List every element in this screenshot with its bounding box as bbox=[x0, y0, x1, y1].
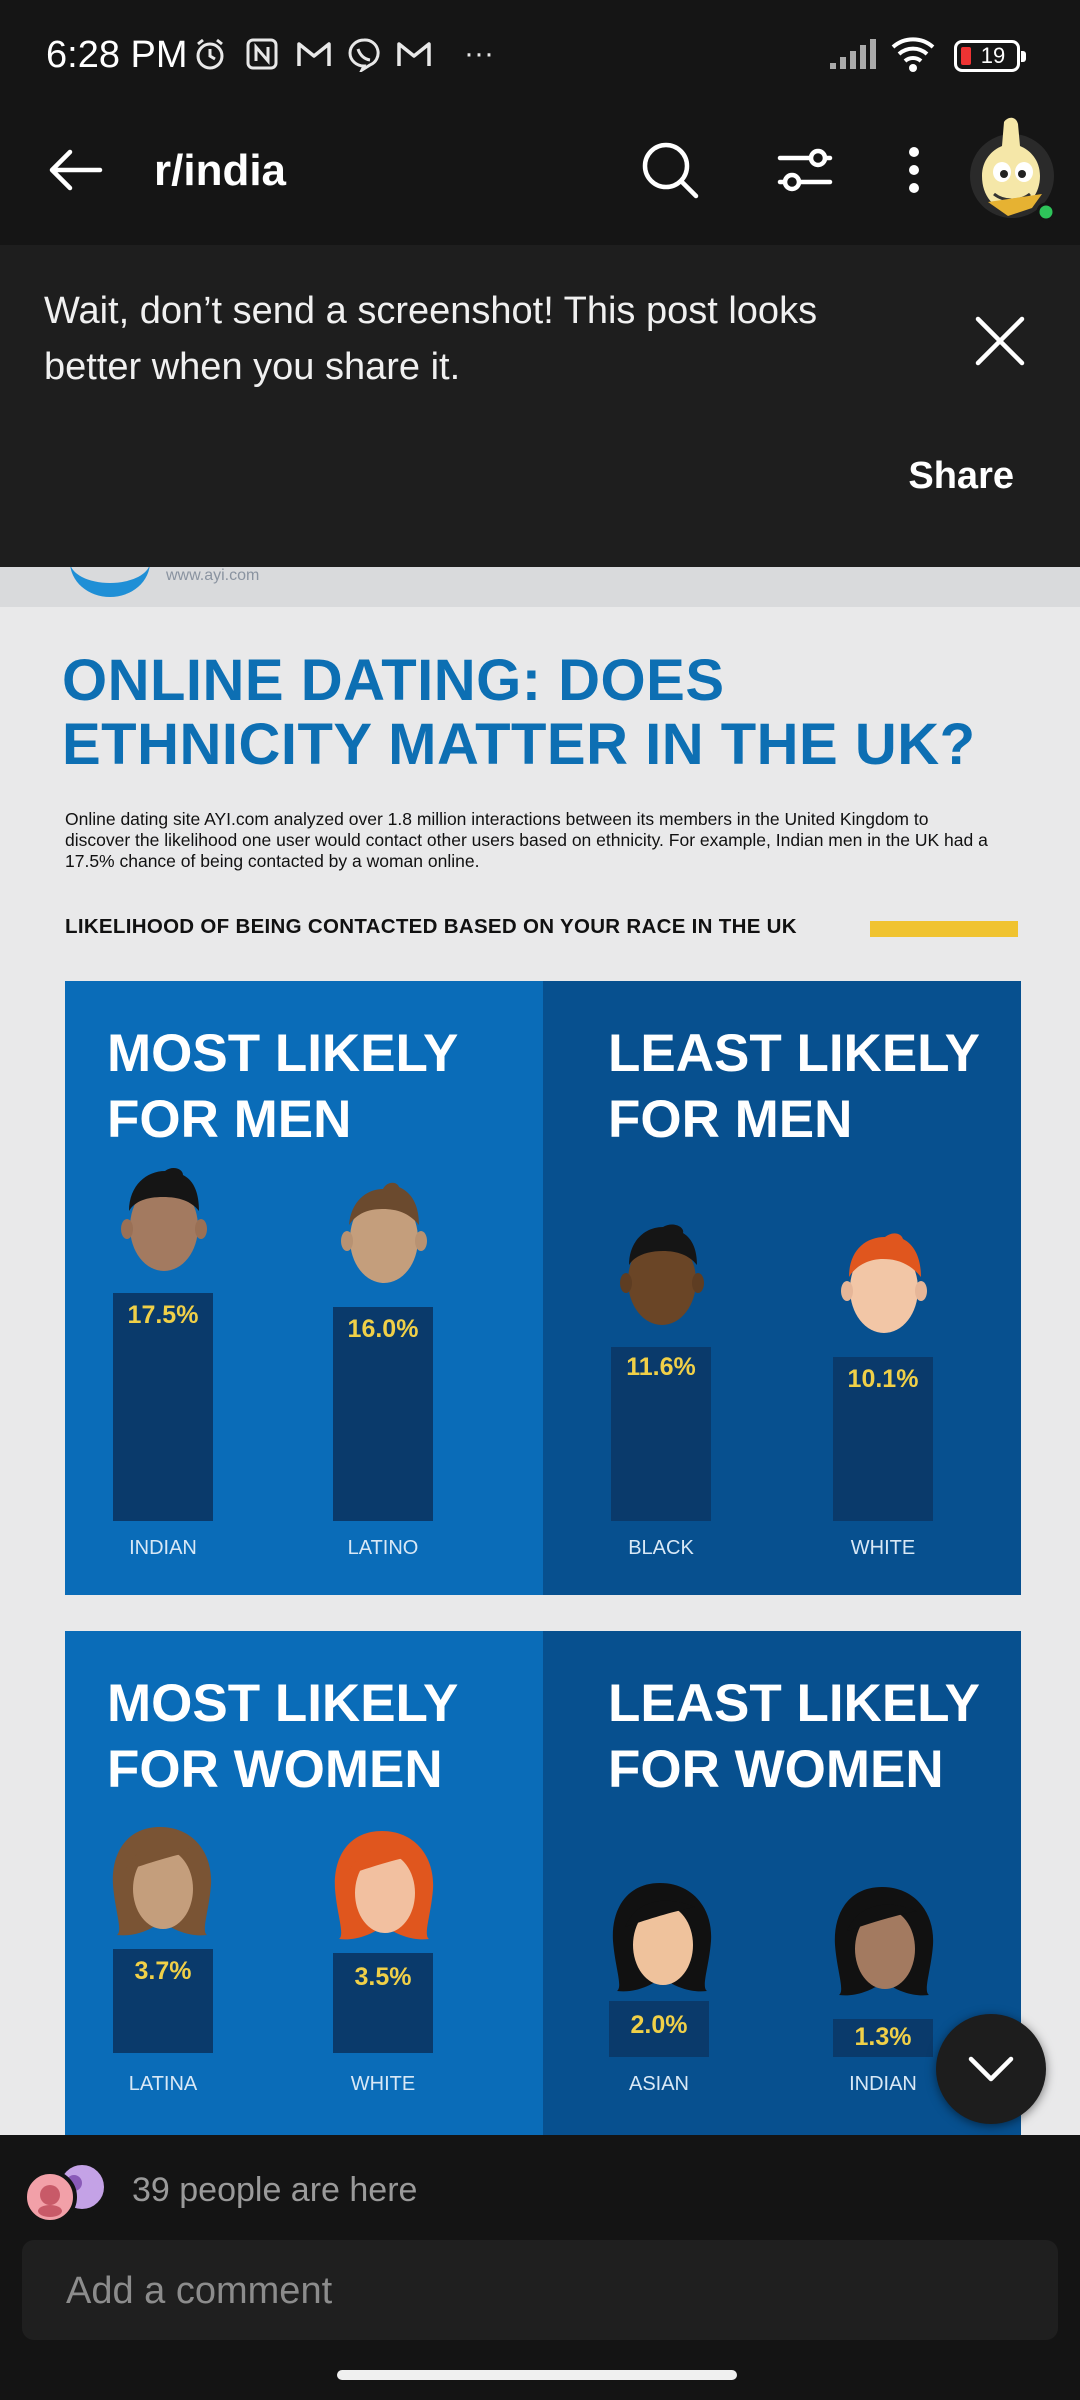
status-time: 6:28 PM bbox=[46, 34, 188, 76]
more-options-button[interactable] bbox=[878, 134, 950, 206]
share-nudge-message: Wait, don’t send a screenshot! This post… bbox=[44, 290, 818, 388]
back-button[interactable] bbox=[40, 134, 112, 206]
status-bar: 6:28 PM ··· 19 bbox=[0, 0, 1080, 110]
home-indicator[interactable] bbox=[337, 2370, 737, 2380]
alarm-icon bbox=[190, 34, 230, 74]
panel-title: MOST LIKELY FOR MEN bbox=[107, 1024, 458, 1149]
chevron-down-icon bbox=[968, 2056, 1014, 2082]
bar-value: 11.6% bbox=[626, 1353, 696, 1381]
search-icon bbox=[642, 142, 699, 199]
bar-label: ASIAN bbox=[628, 2073, 690, 2095]
bar-asian bbox=[609, 2001, 709, 2057]
bar-value: 1.3% bbox=[854, 2023, 912, 2051]
bar-white-men bbox=[833, 1357, 933, 1521]
nfc-icon bbox=[244, 34, 280, 74]
bar-label: BLACK bbox=[628, 1537, 694, 1559]
post-image[interactable]: www.ayi.com ONLINE DATING: DOES ETHNICIT… bbox=[0, 567, 1080, 2135]
signal-icon bbox=[826, 34, 882, 74]
user-avatar[interactable] bbox=[964, 114, 1060, 224]
gmail-icon-2 bbox=[394, 34, 434, 74]
more-vertical-icon bbox=[909, 147, 919, 193]
dismiss-banner-button[interactable] bbox=[964, 305, 1036, 377]
infographic-title: ONLINE DATING: DOES ETHNICITY MATTER IN … bbox=[62, 648, 976, 777]
more-notifications-icon: ··· bbox=[464, 37, 494, 70]
bar-latina bbox=[113, 1949, 213, 2053]
image-header-strip bbox=[0, 567, 1080, 607]
face-black-man bbox=[620, 1224, 704, 1325]
share-nudge-banner: Wait, don’t send a screenshot! This post… bbox=[0, 245, 1080, 567]
panel-title: MOST LIKELY FOR WOMEN bbox=[107, 1674, 458, 1799]
bar-indian-women bbox=[833, 2019, 933, 2057]
close-icon bbox=[975, 316, 1025, 366]
bar-label: WHITE bbox=[850, 1537, 916, 1559]
comment-input[interactable]: Add a comment bbox=[66, 2270, 333, 2312]
accent-bar bbox=[870, 921, 1018, 937]
avatar-image bbox=[970, 117, 1056, 222]
presence-bar: 39 people are here bbox=[0, 2135, 1080, 2245]
panel-most-likely-men: MOST LIKELY FOR MEN 17.5% 16.0% INDIAN L… bbox=[65, 981, 543, 1595]
bar-value: 16.0% bbox=[347, 1315, 419, 1343]
arrow-left-icon bbox=[49, 149, 103, 191]
bar-label: INDIAN bbox=[129, 1537, 197, 1559]
gmail-icon bbox=[294, 34, 334, 74]
infographic-description: Online dating site AYI.com analyzed over… bbox=[65, 809, 988, 871]
face-asian-woman bbox=[612, 1883, 712, 1992]
comment-box[interactable]: Add a comment bbox=[22, 2240, 1058, 2340]
subreddit-name[interactable]: r/india bbox=[154, 146, 287, 195]
sliders-icon bbox=[777, 148, 833, 192]
face-white-man bbox=[841, 1233, 927, 1333]
bar-black bbox=[611, 1347, 711, 1521]
panel-most-likely-women: MOST LIKELY FOR WOMEN 3.7% 3.5% LATINA W… bbox=[65, 1631, 543, 2135]
infographic-subtitle: LIKELIHOOD OF BEING CONTACTED BASED ON Y… bbox=[65, 915, 797, 938]
battery-icon: 19 bbox=[954, 40, 1026, 72]
app-bar: r/india bbox=[0, 110, 1080, 245]
face-latino-man bbox=[341, 1182, 427, 1283]
panel-least-likely-women: LEAST LIKELY FOR WOMEN 2.0% 1.3% ASIAN I… bbox=[543, 1631, 1021, 2135]
bar-label: LATINO bbox=[347, 1537, 419, 1559]
wifi-icon bbox=[888, 34, 938, 74]
bar-value: 17.5% bbox=[127, 1301, 199, 1329]
battery-level: 19 bbox=[980, 43, 1006, 68]
bar-label: WHITE bbox=[350, 2073, 416, 2095]
bar-white-women bbox=[333, 1953, 433, 2053]
face-indian-man bbox=[121, 1168, 207, 1271]
presence-count: 39 people are here bbox=[132, 2171, 418, 2209]
bar-label: INDIAN bbox=[849, 2073, 917, 2095]
bar-indian bbox=[113, 1293, 213, 1521]
bar-latino bbox=[333, 1307, 433, 1521]
bar-value: 3.5% bbox=[354, 1963, 412, 1991]
panel-title: LEAST LIKELY FOR WOMEN bbox=[608, 1674, 980, 1799]
panel-least-likely-men: LEAST LIKELY FOR MEN 11.6% 10.1% BLACK W… bbox=[543, 981, 1021, 1595]
search-button[interactable] bbox=[634, 134, 706, 206]
face-white-woman bbox=[334, 1831, 434, 1940]
logo-url: www.ayi.com bbox=[166, 567, 260, 584]
face-latina-woman bbox=[112, 1827, 212, 1936]
bar-value: 2.0% bbox=[630, 2011, 688, 2039]
collapse-button[interactable] bbox=[936, 2014, 1046, 2124]
bar-label: LATINA bbox=[128, 2073, 198, 2095]
panel-title: LEAST LIKELY FOR MEN bbox=[608, 1024, 980, 1149]
presence-avatars-icon bbox=[23, 2161, 108, 2224]
share-button[interactable]: Share bbox=[908, 455, 1014, 497]
face-indian-woman bbox=[834, 1887, 934, 1996]
bar-value: 10.1% bbox=[847, 1365, 919, 1393]
chat-icon bbox=[344, 34, 384, 74]
filter-button[interactable] bbox=[768, 134, 840, 206]
bar-value: 3.7% bbox=[134, 1957, 192, 1985]
